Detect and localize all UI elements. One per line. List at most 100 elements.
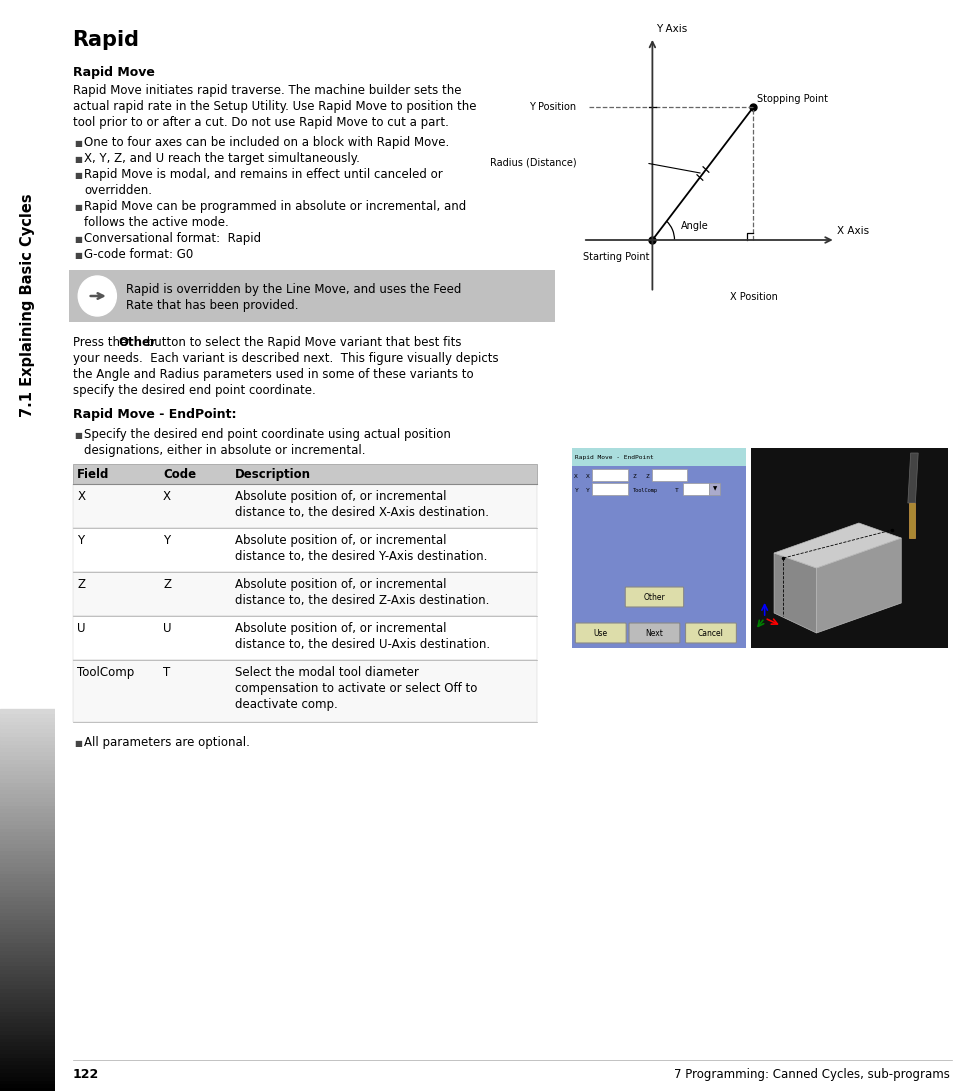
FancyBboxPatch shape: [0, 0, 55, 709]
Bar: [0, 709, 55, 714]
Text: Rapid Move: Rapid Move: [72, 65, 154, 79]
Polygon shape: [907, 453, 917, 503]
Text: actual rapid rate in the Setup Utility. Use Rapid Move to position the: actual rapid rate in the Setup Utility. …: [72, 100, 476, 113]
Text: Y: Y: [77, 533, 84, 547]
Bar: [0, 720, 55, 724]
Bar: [0, 1038, 55, 1041]
Bar: [0, 892, 55, 897]
Bar: [0, 958, 55, 961]
Text: Other: Other: [118, 336, 156, 349]
Text: Absolute position of, or incremental: Absolute position of, or incremental: [234, 533, 446, 547]
FancyBboxPatch shape: [592, 483, 627, 495]
Bar: [0, 858, 55, 862]
Bar: [0, 740, 55, 744]
Text: X: X: [585, 473, 589, 479]
Bar: [0, 824, 55, 827]
Bar: [0, 1045, 55, 1050]
Bar: [0, 744, 55, 747]
Bar: [0, 1076, 55, 1080]
Text: ■: ■: [74, 171, 82, 180]
Text: the Angle and Radius parameters used in some of these variants to: the Angle and Radius parameters used in …: [72, 368, 473, 381]
Text: Y Position: Y Position: [529, 101, 576, 112]
Bar: [0, 1022, 55, 1026]
Text: ■: ■: [74, 235, 82, 244]
Bar: [0, 781, 55, 786]
Text: 122: 122: [72, 1068, 99, 1081]
Bar: [0, 976, 55, 980]
FancyBboxPatch shape: [908, 503, 915, 538]
Text: Z: Z: [77, 578, 85, 591]
Bar: [0, 847, 55, 851]
Text: tool prior to or after a cut. Do not use Rapid Move to cut a part.: tool prior to or after a cut. Do not use…: [72, 116, 448, 129]
Text: designations, either in absolute or incremental.: designations, either in absolute or incr…: [84, 444, 365, 457]
Text: U: U: [163, 622, 172, 635]
Bar: [0, 862, 55, 866]
Bar: [0, 751, 55, 755]
Text: Z: Z: [644, 473, 648, 479]
Bar: [0, 931, 55, 934]
Text: Stopping Point: Stopping Point: [756, 94, 827, 104]
Text: ■: ■: [74, 203, 82, 212]
Bar: [0, 717, 55, 720]
Text: X Axis: X Axis: [837, 227, 868, 237]
Bar: [0, 934, 55, 938]
Text: X: X: [574, 473, 578, 479]
FancyBboxPatch shape: [72, 484, 537, 528]
Text: ■: ■: [74, 251, 82, 260]
Bar: [0, 1071, 55, 1076]
Bar: [0, 851, 55, 854]
FancyBboxPatch shape: [624, 587, 683, 607]
Bar: [0, 992, 55, 995]
Bar: [0, 915, 55, 919]
Bar: [0, 793, 55, 796]
Bar: [0, 923, 55, 927]
Text: ToolComp: ToolComp: [632, 488, 657, 492]
Bar: [0, 949, 55, 954]
Text: Rapid Move can be programmed in absolute or incremental, and: Rapid Move can be programmed in absolute…: [84, 200, 466, 213]
Bar: [0, 1087, 55, 1091]
Bar: [0, 770, 55, 775]
Bar: [0, 973, 55, 976]
Text: ■: ■: [74, 431, 82, 440]
Text: specify the desired end point coordinate.: specify the desired end point coordinate…: [72, 384, 314, 397]
Bar: [0, 839, 55, 842]
Bar: [0, 820, 55, 824]
Bar: [0, 866, 55, 870]
Bar: [0, 984, 55, 988]
Bar: [0, 888, 55, 892]
Bar: [0, 903, 55, 908]
Bar: [0, 1053, 55, 1056]
FancyBboxPatch shape: [69, 269, 555, 322]
Text: G-code format: G0: G-code format: G0: [84, 248, 193, 261]
FancyBboxPatch shape: [685, 623, 736, 643]
Bar: [0, 1015, 55, 1019]
Text: Absolute position of, or incremental: Absolute position of, or incremental: [234, 490, 446, 503]
FancyBboxPatch shape: [72, 464, 537, 484]
Bar: [0, 755, 55, 759]
Text: ToolComp: ToolComp: [77, 666, 134, 679]
Text: Field: Field: [77, 468, 110, 481]
Bar: [0, 827, 55, 831]
FancyBboxPatch shape: [651, 469, 687, 481]
Bar: [0, 808, 55, 812]
Bar: [0, 897, 55, 900]
Bar: [0, 735, 55, 740]
Bar: [0, 724, 55, 729]
Bar: [0, 999, 55, 1004]
FancyBboxPatch shape: [708, 483, 720, 495]
Bar: [0, 729, 55, 732]
FancyBboxPatch shape: [682, 483, 708, 495]
Text: Conversational format:  Rapid: Conversational format: Rapid: [84, 232, 261, 245]
Text: distance to, the desired Y-Axis destination.: distance to, the desired Y-Axis destinat…: [234, 550, 487, 563]
Text: X, Y, Z, and U reach the target simultaneously.: X, Y, Z, and U reach the target simultan…: [84, 152, 359, 165]
Text: 7 Programming: Canned Cycles, sub-programs: 7 Programming: Canned Cycles, sub-progra…: [674, 1068, 949, 1081]
Bar: [0, 919, 55, 923]
FancyBboxPatch shape: [571, 448, 745, 466]
Bar: [0, 1041, 55, 1045]
Bar: [0, 816, 55, 820]
Text: 7.1 Explaining Basic Cycles: 7.1 Explaining Basic Cycles: [20, 194, 35, 417]
Circle shape: [78, 276, 116, 316]
Bar: [0, 980, 55, 984]
Bar: [0, 796, 55, 801]
Bar: [0, 801, 55, 805]
